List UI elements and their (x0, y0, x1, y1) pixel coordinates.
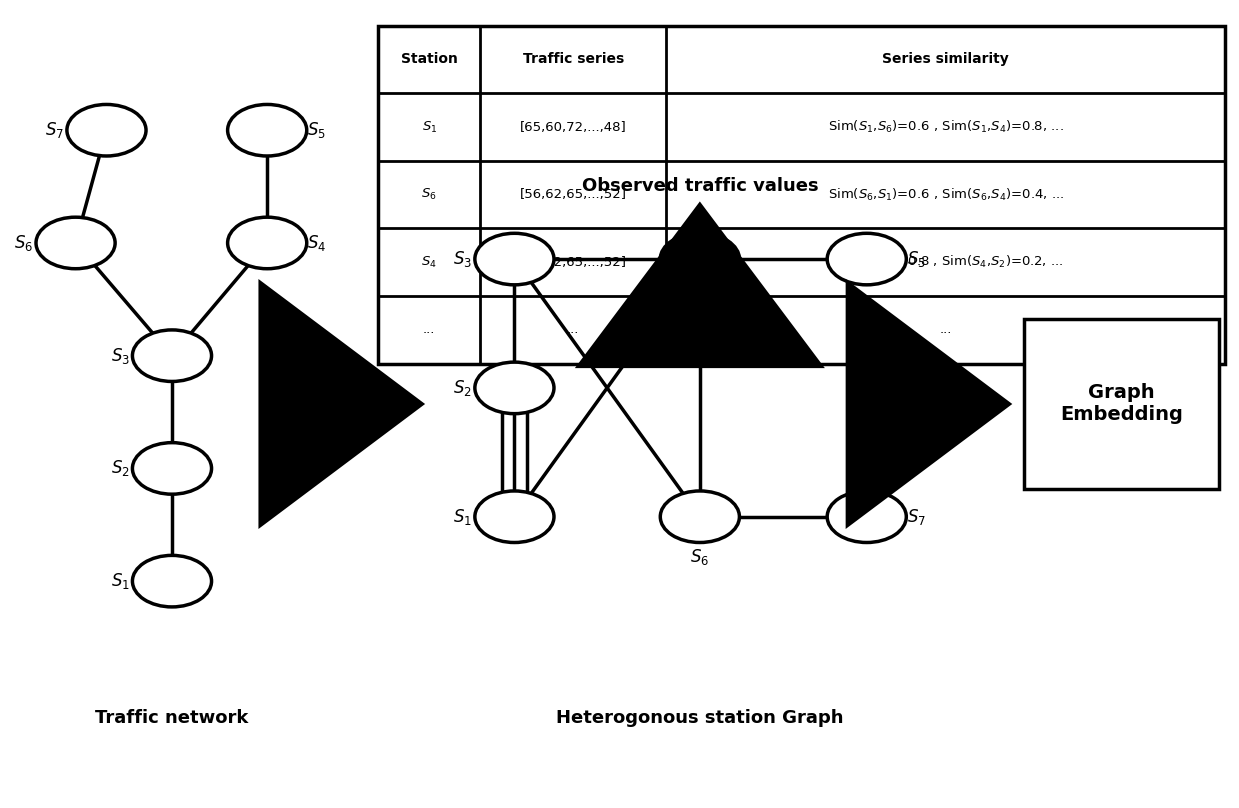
Text: ...: ... (567, 323, 580, 336)
Text: $\mathit{S}_3$: $\mathit{S}_3$ (110, 346, 130, 366)
Circle shape (228, 217, 307, 269)
Text: Sim($S_6$,$S_1$)=0.6 , Sim($S_6$,$S_4$)=0.4, ...: Sim($S_6$,$S_1$)=0.6 , Sim($S_6$,$S_4$)=… (828, 187, 1064, 203)
Text: Traffic network: Traffic network (95, 709, 249, 727)
Circle shape (475, 234, 554, 285)
Text: Sim($S_1$,$S_6$)=0.6 , Sim($S_1$,$S_4$)=0.8, ...: Sim($S_1$,$S_6$)=0.6 , Sim($S_1$,$S_4$)=… (828, 119, 1064, 135)
Text: Traffic series: Traffic series (523, 53, 623, 66)
Text: $\mathit{S}_7$: $\mathit{S}_7$ (907, 507, 926, 527)
Circle shape (660, 491, 740, 542)
Circle shape (828, 234, 906, 285)
Text: $\mathit{S}_4$: $\mathit{S}_4$ (712, 289, 732, 309)
Circle shape (660, 234, 740, 285)
Text: Station: Station (400, 53, 457, 66)
Text: $\mathit{S}_6$: $\mathit{S}_6$ (14, 233, 33, 253)
Circle shape (133, 330, 212, 381)
Circle shape (36, 217, 115, 269)
Text: $S_4$: $S_4$ (421, 255, 437, 270)
Circle shape (475, 362, 554, 414)
Text: $\mathit{S}_2$: $\mathit{S}_2$ (110, 458, 129, 478)
Text: [56,62,65,...,52]: [56,62,65,...,52] (519, 256, 627, 269)
Text: $\mathit{S}_6$: $\mathit{S}_6$ (690, 547, 710, 567)
Text: $\mathit{S}_5$: $\mathit{S}_5$ (307, 120, 326, 141)
Circle shape (67, 104, 146, 156)
Text: $\mathit{S}_1$: $\mathit{S}_1$ (453, 507, 472, 527)
Text: $\mathit{S}_7$: $\mathit{S}_7$ (45, 120, 64, 141)
Circle shape (828, 491, 906, 542)
Text: [56,62,65,...,52]: [56,62,65,...,52] (519, 188, 627, 201)
Text: $\mathit{S}_2$: $\mathit{S}_2$ (453, 378, 472, 398)
Text: $S_6$: $S_6$ (421, 187, 437, 202)
Text: [65,60,72,...,48]: [65,60,72,...,48] (520, 120, 627, 133)
Text: Observed traffic values: Observed traffic values (581, 177, 818, 195)
Text: Series similarity: Series similarity (882, 53, 1010, 66)
Circle shape (133, 443, 212, 494)
Text: ...: ... (939, 323, 952, 336)
Text: $\mathit{S}_4$: $\mathit{S}_4$ (307, 233, 326, 253)
Text: $\mathit{S}_3$: $\mathit{S}_3$ (453, 249, 472, 269)
Text: Sim($S_4$,$S_1$)=0.8 , Sim($S_4$,$S_2$)=0.2, ...: Sim($S_4$,$S_1$)=0.8 , Sim($S_4$,$S_2$)=… (828, 255, 1063, 271)
Text: $\mathit{S}_1$: $\mathit{S}_1$ (110, 571, 130, 591)
Circle shape (228, 104, 307, 156)
Text: ...: ... (422, 323, 435, 336)
Circle shape (133, 555, 212, 607)
FancyBboxPatch shape (1023, 319, 1219, 489)
Text: Graph
Embedding: Graph Embedding (1061, 384, 1183, 424)
Bar (378, 26, 1225, 364)
Text: Heterogonous station Graph: Heterogonous station Graph (556, 709, 844, 727)
Circle shape (475, 491, 554, 542)
Text: $\mathit{S}_5$: $\mathit{S}_5$ (907, 249, 926, 269)
Text: $S_1$: $S_1$ (421, 120, 437, 135)
